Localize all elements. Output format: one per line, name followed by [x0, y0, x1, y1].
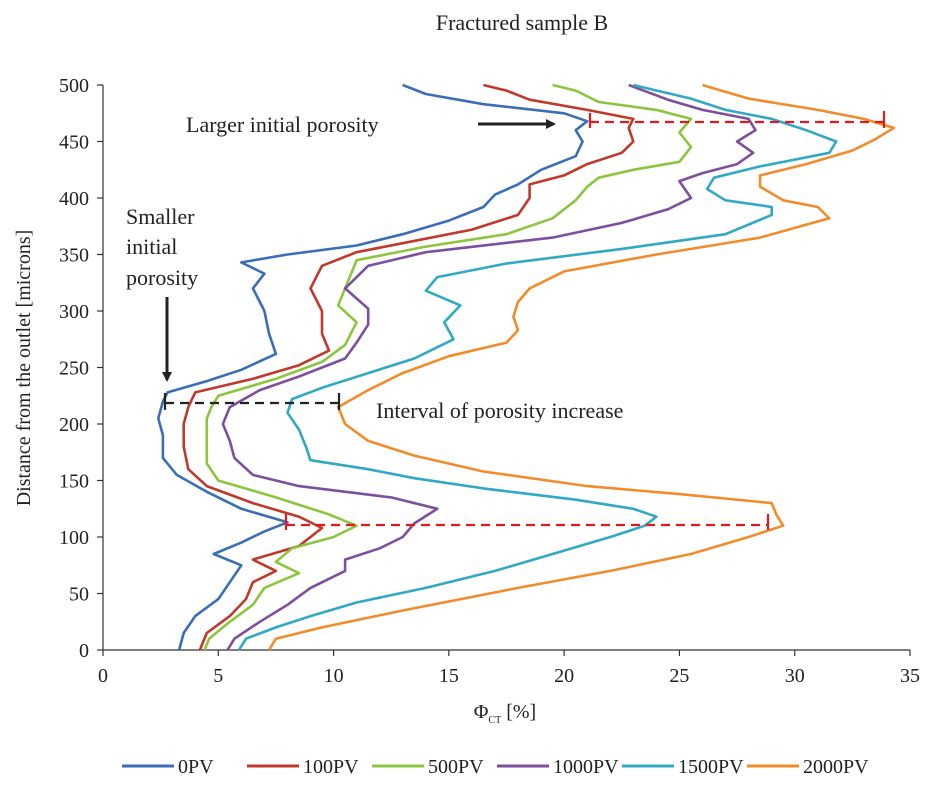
smaller-initial-porosity-label-1: Smaller: [126, 204, 195, 229]
y-tick-label: 50: [69, 584, 89, 606]
y-tick-label: 400: [59, 188, 89, 210]
x-tick-label: 15: [439, 665, 459, 687]
interval-label: Interval of porosity increase: [376, 398, 623, 423]
series-line-1500pv: [239, 85, 836, 650]
y-axis-label: Distance from the outlet [microns]: [13, 230, 35, 507]
legend-label: 100PV: [303, 756, 359, 778]
x-axis-label-subscript: CT: [488, 715, 501, 726]
legend-label: 500PV: [428, 756, 484, 778]
x-tick-label: 30: [785, 665, 805, 687]
y-tick-label: 500: [59, 75, 89, 97]
x-tick-label: 10: [324, 665, 344, 687]
series-line-2000pv: [269, 85, 894, 650]
series-line-0pv: [158, 85, 587, 650]
y-tick-label: 150: [59, 471, 89, 493]
chart-title: Fractured sample B: [436, 10, 608, 35]
smaller-initial-porosity-label-3: porosity: [126, 265, 198, 290]
y-tick-label: 450: [59, 132, 89, 154]
larger-initial-porosity-label: Larger initial porosity: [186, 112, 379, 137]
series-line-500pv: [205, 85, 692, 650]
y-tick-label: 200: [59, 414, 89, 436]
y-tick-label: 0: [79, 640, 89, 662]
series-line-100pv: [184, 85, 634, 650]
legend-label: 1000PV: [553, 756, 619, 778]
y-tick-label: 100: [59, 527, 89, 549]
x-tick-label: 35: [900, 665, 920, 687]
legend-label: 2000PV: [803, 756, 869, 778]
x-tick-label: 25: [669, 665, 689, 687]
x-axis-label-symbol: Φ: [474, 701, 489, 723]
legend-label: 0PV: [178, 756, 214, 778]
y-ticks: 0 50 100 150 200 250 300 350 400 450 500: [59, 75, 103, 662]
legend: 0PV 100PV 500PV 1000PV 1500PV 2000PV: [122, 756, 869, 778]
series-line-1000pv: [223, 85, 756, 650]
x-tick-label: 5: [213, 665, 223, 687]
y-tick-label: 250: [59, 358, 89, 380]
x-axis-label: ΦCT [%]: [474, 701, 536, 726]
legend-label: 1500PV: [678, 756, 744, 778]
series-lines: [158, 85, 894, 650]
x-axis-label-unit: [%]: [501, 701, 536, 723]
y-tick-label: 350: [59, 245, 89, 267]
x-tick-label: 20: [554, 665, 574, 687]
x-ticks: 0 5 10 15 20 25 30 35: [98, 650, 920, 687]
smaller-initial-porosity-label-2: initial: [126, 234, 177, 259]
y-tick-label: 300: [59, 301, 89, 323]
x-tick-label: 0: [98, 665, 108, 687]
